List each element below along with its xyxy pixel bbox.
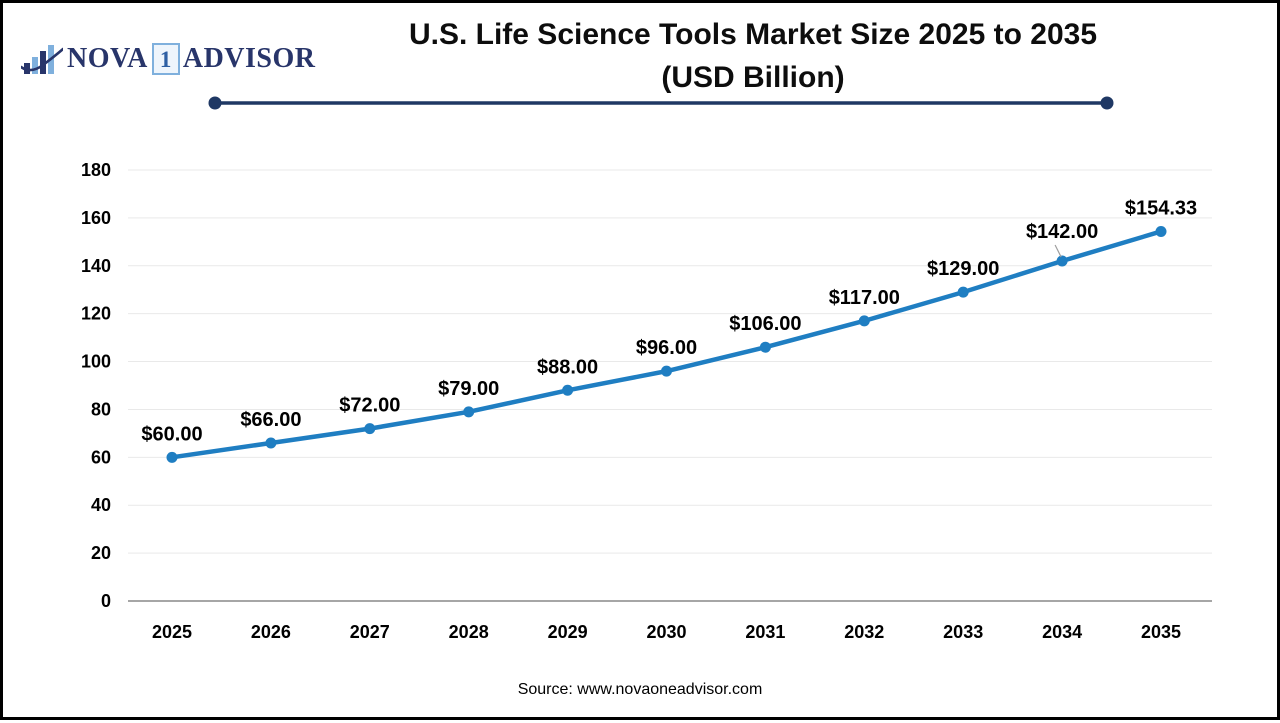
x-tick-label-2032: 2032 (844, 622, 884, 642)
x-tick-label-2026: 2026 (251, 622, 291, 642)
line-chart: 0 20 40 60 80 100 120 140 160 180 2025 2026 2027 2028… (81, 160, 1212, 642)
chart-title: U.S. Life Science Tools Market Size 2025… (303, 13, 1203, 99)
title-underline-left-dot (208, 96, 222, 110)
y-tick-label-180: 180 (81, 160, 111, 180)
data-label-2035: $154.33 (1125, 197, 1197, 219)
data-label-2030: $96.00 (636, 337, 697, 359)
logo-bar-3 (40, 51, 46, 74)
chart-title-line1: U.S. Life Science Tools Market Size 2025… (408, 18, 1098, 51)
y-tick-label-40: 40 (91, 495, 111, 515)
y-tick-label-80: 80 (91, 399, 111, 419)
chart-title-line2: (USD Billion) (661, 61, 845, 94)
data-point-2025 (166, 451, 178, 463)
x-tick-label-2029: 2029 (548, 622, 588, 642)
leader-line-2034 (1054, 244, 1062, 258)
x-tick-label-2027: 2027 (350, 622, 390, 642)
data-point-2028 (463, 406, 475, 418)
logo-text-advisor: ADVISOR (182, 43, 316, 74)
data-point-2026 (265, 437, 277, 449)
data-point-2032 (858, 315, 870, 327)
title-underline-right-dot (1100, 96, 1114, 110)
logo-text-one: 1 (151, 43, 180, 75)
data-label-2028: $79.00 (438, 378, 499, 400)
title-underline (208, 96, 1114, 110)
x-tick-label-2035: 2035 (1141, 622, 1181, 642)
data-label-2034: $142.00 (1026, 221, 1098, 243)
y-tick-label-20: 20 (91, 543, 111, 563)
logo-bars-icon (21, 45, 63, 74)
data-point-2027 (364, 423, 376, 435)
data-label-2027: $72.00 (339, 395, 400, 417)
y-tick-label-0: 0 (101, 591, 111, 611)
data-label-2029: $88.00 (537, 356, 598, 378)
data-point-2035 (1155, 225, 1167, 237)
y-tick-label-120: 120 (81, 304, 111, 324)
x-tick-label-2028: 2028 (449, 622, 489, 642)
data-point-2029 (562, 384, 574, 396)
data-point-2033 (957, 286, 969, 298)
logo-text-nova: NOVA (67, 43, 148, 74)
data-label-2031: $106.00 (729, 313, 801, 335)
logo-bar-2 (32, 57, 38, 74)
data-point-2031 (759, 341, 771, 353)
y-tick-label-60: 60 (91, 447, 111, 467)
data-label-2025: $60.00 (141, 423, 202, 445)
y-tick-label-160: 160 (81, 208, 111, 228)
x-tick-label-2031: 2031 (745, 622, 785, 642)
x-tick-label-2030: 2030 (646, 622, 686, 642)
x-tick-label-2033: 2033 (943, 622, 983, 642)
y-tick-label-100: 100 (81, 352, 111, 372)
y-tick-label-140: 140 (81, 256, 111, 276)
x-tick-label-2025: 2025 (152, 622, 192, 642)
data-point-2034 (1056, 255, 1068, 267)
x-tick-label-2034: 2034 (1042, 622, 1082, 642)
data-label-2026: $66.00 (240, 409, 301, 431)
data-point-2030 (661, 365, 672, 377)
brand-logo: NOVA 1 ADVISOR (21, 37, 315, 81)
source-text: Source: www.novaoneadvisor.com (517, 681, 763, 698)
data-label-2032: $117.00 (829, 287, 900, 309)
logo-swoosh (21, 47, 63, 72)
data-label-2033: $129.00 (927, 258, 999, 280)
